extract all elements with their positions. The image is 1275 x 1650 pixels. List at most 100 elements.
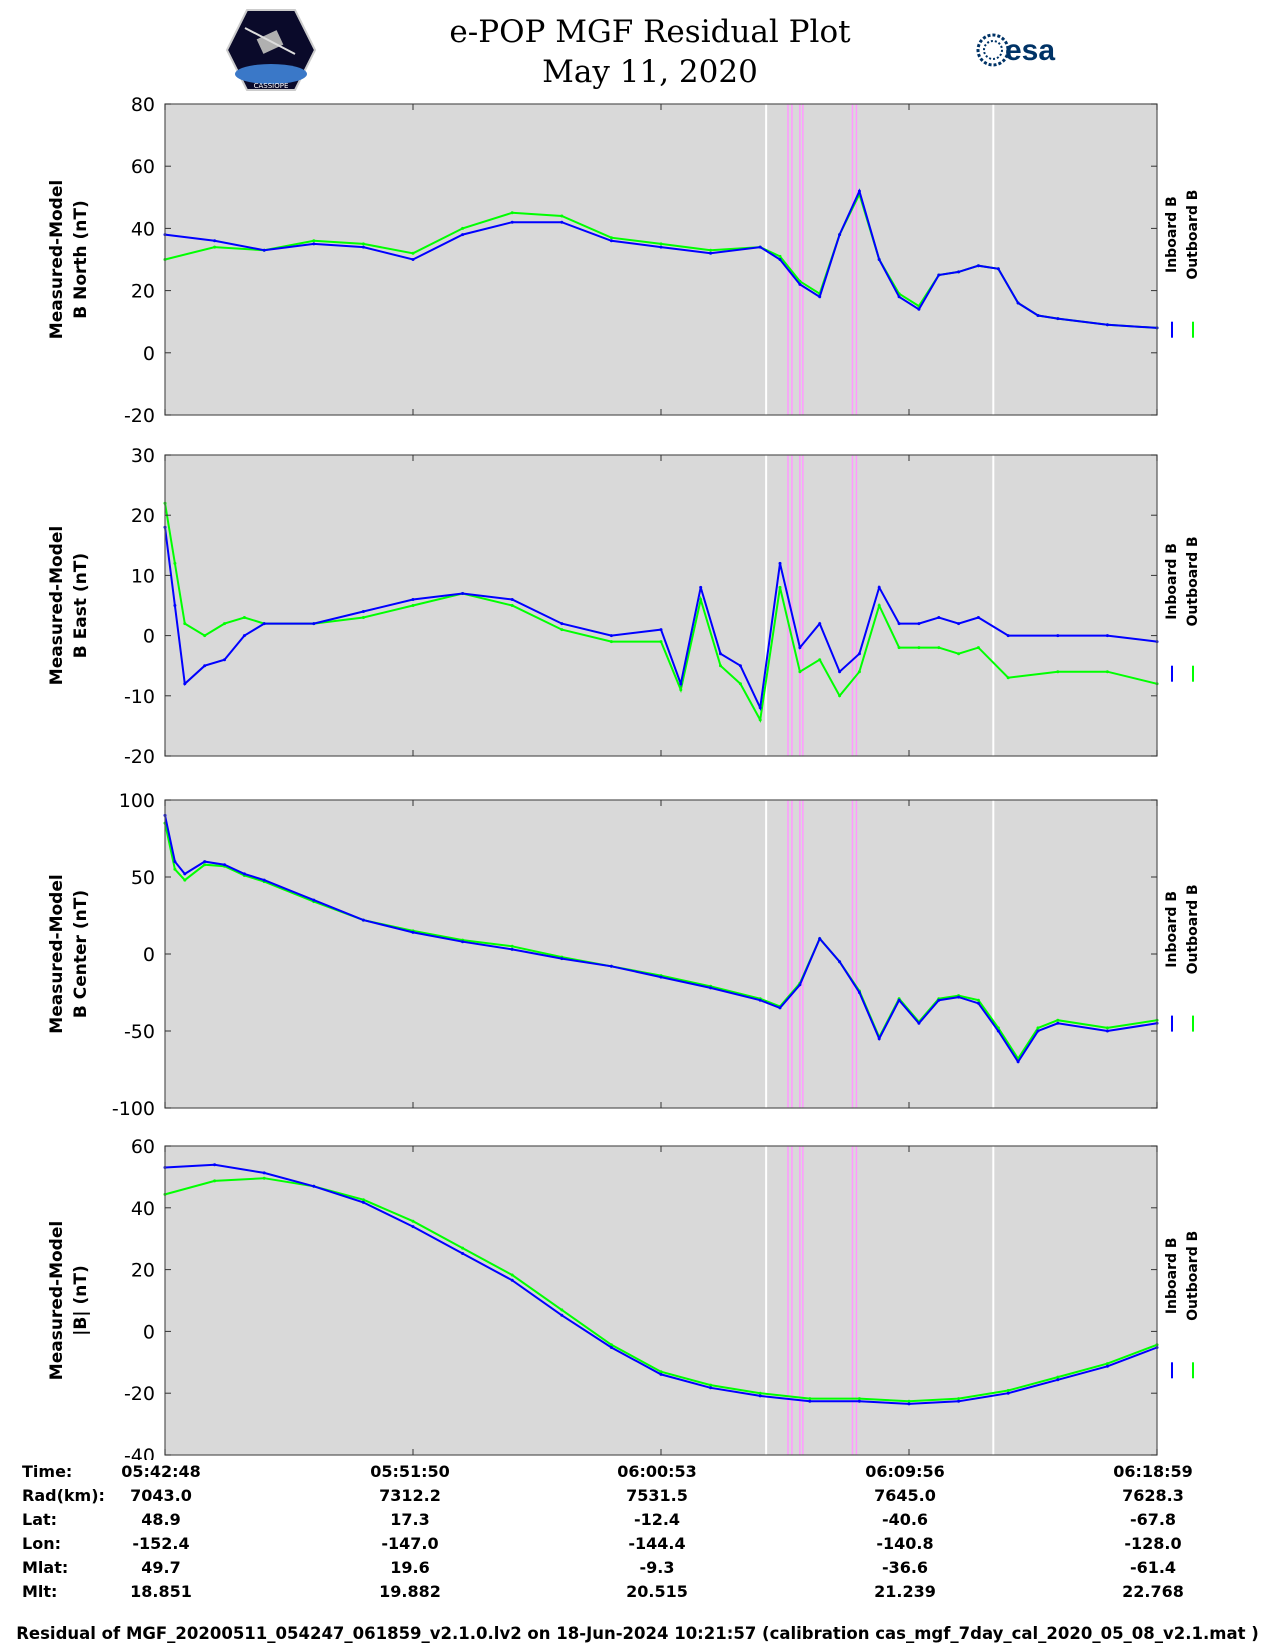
data-point: [976, 1001, 980, 1005]
data-point: [679, 682, 683, 686]
data-point: [897, 646, 901, 650]
y-tick-label: -40: [124, 1445, 155, 1460]
data-point: [699, 585, 703, 589]
info-value: -9.3: [639, 1558, 675, 1577]
chart-title: e-POP MGF Residual Plot: [449, 14, 851, 50]
y-tick-label: 40: [131, 1198, 155, 1220]
data-point: [778, 1006, 782, 1010]
data-point: [183, 878, 187, 882]
data-point: [897, 622, 901, 626]
y-tick-label: 0: [143, 1321, 155, 1343]
data-point: [609, 236, 613, 240]
y-tick-label: 0: [143, 626, 155, 648]
data-point: [560, 957, 564, 961]
data-point: [857, 1397, 861, 1401]
y-tick-label: 0: [143, 343, 155, 365]
y-axis-label: |B| (nT): [71, 1265, 91, 1336]
data-point: [560, 628, 564, 632]
data-point: [838, 233, 842, 237]
data-point: [907, 1402, 911, 1406]
data-point: [1036, 1026, 1040, 1030]
info-value: 7312.2: [379, 1486, 441, 1505]
y-tick-label: -20: [124, 746, 155, 768]
data-point: [838, 694, 842, 698]
data-point: [709, 986, 713, 990]
data-point: [976, 616, 980, 619]
data-point: [917, 646, 921, 650]
data-point: [183, 872, 187, 876]
y-tick-label: -20: [124, 405, 155, 427]
data-point: [609, 634, 613, 638]
data-point: [709, 248, 713, 252]
data-point: [242, 634, 246, 638]
info-value: 49.7: [141, 1558, 181, 1577]
data-point: [262, 1176, 266, 1180]
data-point: [897, 295, 901, 299]
info-value: 05:42:48: [121, 1462, 201, 1481]
data-point: [203, 634, 207, 638]
data-point: [798, 670, 802, 674]
data-point: [957, 995, 961, 999]
data-point: [262, 248, 266, 252]
data-point: [798, 983, 802, 987]
data-point: [798, 282, 802, 286]
info-value: 06:09:56: [865, 1462, 945, 1481]
data-point: [738, 664, 742, 668]
data-point: [857, 652, 861, 656]
data-point: [203, 664, 207, 668]
data-point: [877, 1037, 881, 1041]
data-point: [818, 295, 822, 299]
data-point: [659, 640, 663, 644]
data-point: [223, 863, 226, 867]
info-key-mlat: Mlat:: [22, 1558, 69, 1577]
data-point: [838, 960, 842, 964]
data-point: [461, 1246, 465, 1250]
data-point: [957, 622, 961, 626]
data-point: [312, 898, 316, 902]
data-point: [1036, 314, 1040, 317]
data-point: [838, 670, 842, 674]
y-axis-label: Measured-Model: [47, 180, 67, 339]
plot-area: [165, 104, 1157, 415]
data-point: [361, 245, 365, 249]
data-point: [937, 273, 941, 277]
data-point: [560, 622, 564, 626]
data-point: [1056, 1375, 1060, 1379]
data-point: [411, 598, 415, 601]
data-point: [1056, 1021, 1060, 1025]
data-point: [242, 616, 246, 619]
data-point: [262, 1171, 266, 1175]
data-point: [1006, 1389, 1010, 1392]
data-point: [1105, 1029, 1109, 1033]
data-point: [659, 628, 663, 632]
data-point: [1056, 1018, 1060, 1022]
info-value: 7628.3: [1122, 1486, 1184, 1505]
data-point: [560, 220, 564, 224]
data-point: [361, 242, 365, 246]
y-tick-label: 100: [119, 790, 155, 812]
data-point: [361, 610, 365, 613]
data-point: [808, 1397, 812, 1401]
data-point: [461, 233, 465, 237]
data-point: [609, 1343, 613, 1347]
data-point: [173, 561, 177, 565]
data-point: [709, 1383, 713, 1387]
data-point: [957, 1399, 961, 1403]
y-tick-label: 40: [131, 218, 155, 240]
data-point: [758, 718, 762, 722]
data-point: [1016, 301, 1020, 305]
data-point: [917, 1021, 921, 1025]
legend-label-outboard: Outboard B: [1185, 1231, 1201, 1321]
data-point: [907, 1399, 911, 1403]
data-point: [609, 964, 613, 968]
info-key-lat: Lat:: [22, 1510, 58, 1529]
data-point: [510, 1278, 514, 1282]
info-value: -128.0: [1124, 1534, 1182, 1553]
data-point: [1105, 1364, 1109, 1368]
data-point: [361, 616, 365, 619]
info-key-mlt: Mlt:: [22, 1582, 58, 1601]
data-point: [609, 1346, 613, 1349]
data-point: [778, 561, 782, 565]
data-point: [719, 664, 722, 668]
